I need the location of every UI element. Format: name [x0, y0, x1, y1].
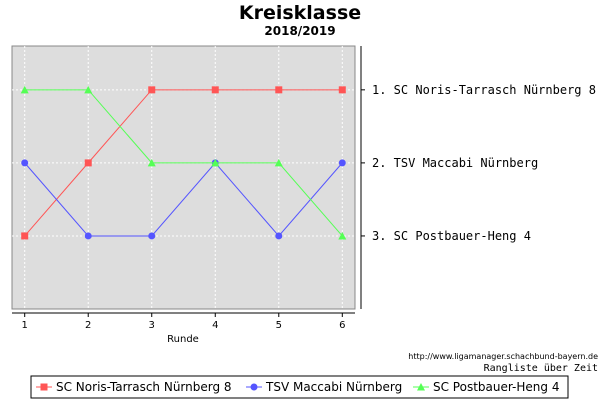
- x-tick-label-2: 2: [85, 320, 91, 331]
- series-3-point-1: [20, 85, 29, 94]
- legend-marker-1: [40, 383, 48, 391]
- rank-label-1: 1. SC Noris-Tarrasch Nürnberg 8: [372, 83, 596, 97]
- legend-label-1: SC Noris-Tarrasch Nürnberg 8: [56, 380, 232, 394]
- series-3-point-5: [274, 158, 283, 167]
- series-line-3: [24, 89, 343, 237]
- series-1-point-2: [84, 159, 92, 167]
- series-2-point-3: [148, 232, 156, 240]
- legend: SC Noris-Tarrasch Nürnberg 8 TSV Maccabi …: [36, 380, 559, 394]
- series-layer: [20, 85, 347, 240]
- series-3-point-2: [84, 85, 93, 94]
- x-tick-label-6: 6: [339, 320, 345, 331]
- rank-label-2: 2. TSV Maccabi Nürnberg: [372, 156, 538, 170]
- series-1-point-6: [338, 86, 346, 94]
- rank-labels: 1. SC Noris-Tarrasch Nürnberg 8 2. TSV Ma…: [361, 83, 596, 243]
- series-2-point-2: [84, 232, 92, 240]
- series-1-point-3: [148, 86, 156, 94]
- legend-box: [30, 375, 569, 399]
- legend-marker-3: [417, 383, 425, 391]
- series-3-point-6: [338, 231, 347, 240]
- series-line-1: [24, 89, 343, 237]
- series-2-point-5: [275, 232, 283, 240]
- legend-marker-2: [250, 383, 258, 391]
- chart-subtitle: 2018/2019: [264, 24, 335, 38]
- x-tick-label-1: 1: [22, 320, 28, 331]
- series-1-point-5: [275, 86, 283, 94]
- series-2-point-1: [21, 159, 29, 167]
- x-tick-label-5: 5: [276, 320, 282, 331]
- series-2-point-6: [338, 159, 346, 167]
- x-axis-label: Runde: [167, 334, 199, 345]
- legend-label-3: SC Postbauer-Heng 4: [433, 380, 559, 394]
- series-3-point-4: [211, 158, 220, 167]
- legend-label-2: TSV Maccabi Nürnberg: [265, 380, 402, 394]
- chart-caption: Rangliste über Zeit: [484, 363, 598, 374]
- series-1-point-1: [21, 232, 29, 240]
- x-ticks: 1 2 3 4 5 6: [22, 313, 345, 331]
- x-tick-label-3: 3: [149, 320, 155, 331]
- x-tick-label-4: 4: [212, 320, 218, 331]
- source-url: http://www.ligamanager.schachbund-bayern…: [408, 352, 598, 361]
- chart-title: Kreisklasse: [239, 2, 361, 24]
- series-1-point-4: [211, 86, 219, 94]
- series-3-point-3: [147, 158, 156, 167]
- rank-label-3: 3. SC Postbauer-Heng 4: [372, 229, 531, 243]
- plot-area: [11, 45, 356, 310]
- series-line-2: [24, 162, 343, 237]
